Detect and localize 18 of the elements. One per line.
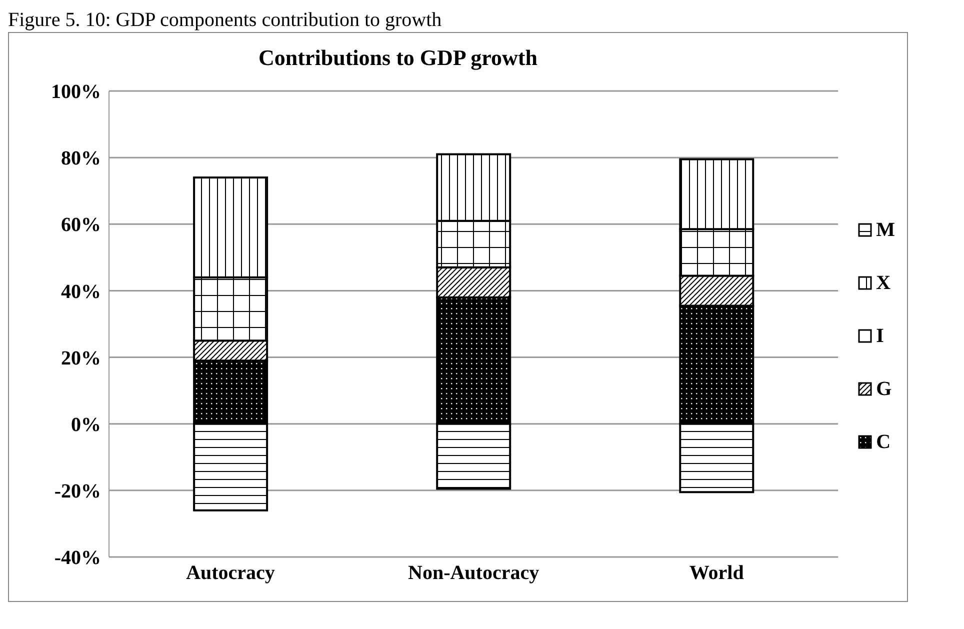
y-tick-label: 100%: [51, 81, 101, 104]
legend-label: I: [876, 324, 884, 348]
y-tick-label: 40%: [61, 280, 101, 303]
legend-label: X: [876, 272, 891, 294]
legend-label: M: [876, 218, 895, 242]
x-tick-label: Autocracy: [186, 562, 275, 584]
caption: Figure 5. 10: GDP components contribution to growth: [8, 8, 443, 32]
y-tick-label: -40%: [54, 547, 101, 570]
x-tick-label: Non-Autocracy: [408, 562, 540, 584]
y-tick-label: 0%: [71, 414, 101, 436]
legend-label: G: [876, 378, 892, 400]
y-tick-label: -20%: [54, 480, 101, 503]
legend-label: C: [876, 430, 891, 454]
chart-title: Contributions to GDP growth: [258, 45, 538, 71]
y-tick-label: 20%: [61, 347, 101, 370]
y-tick-label: 80%: [61, 148, 101, 170]
x-tick-label: World: [689, 562, 744, 584]
y-tick-label: 60%: [61, 214, 101, 236]
